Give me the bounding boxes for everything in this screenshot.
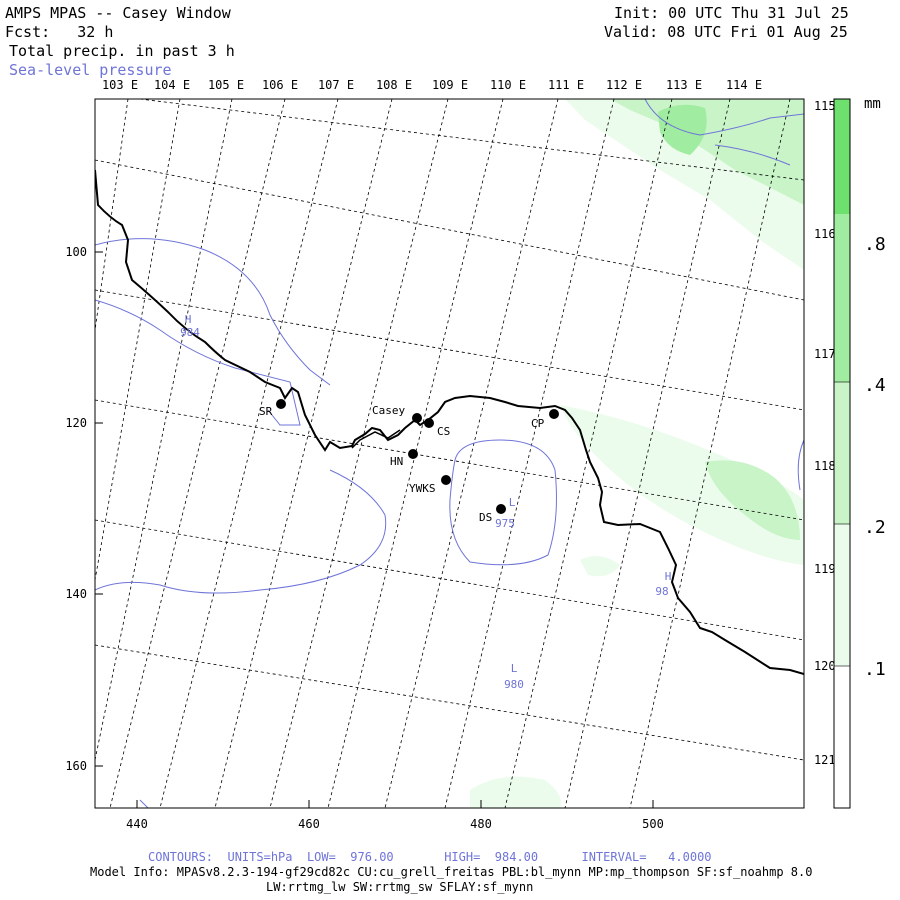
y-axis-ticks [95, 251, 103, 767]
legend-bin-04 [834, 214, 850, 382]
station-marker-cs [424, 418, 434, 428]
lon-label: 104 E [154, 78, 190, 92]
legend-level: .1 [864, 659, 886, 680]
contour-info: CONTOURS: UNITS=hPa LOW= 976.00 HIGH= 98… [148, 850, 712, 864]
init-time: Init: 00 UTC Thu 31 Jul 25 [614, 4, 849, 22]
legend-frame [833, 98, 851, 809]
station-label-ywks: YWKS [409, 482, 436, 495]
station-marker-sr [276, 399, 286, 409]
legend-level: .8 [864, 234, 886, 255]
isobar-east-edge [797, 439, 804, 491]
lon-label: 108 E [376, 78, 412, 92]
station-label-cs: CS [437, 425, 450, 438]
legend-bin-08 [834, 99, 850, 214]
isobar-ne-2 [714, 144, 791, 166]
pressure-letter-low-south: L [511, 662, 518, 675]
legend-bin-02 [834, 382, 850, 524]
lon-label: 107 E [318, 78, 354, 92]
legend-level: .2 [864, 517, 886, 538]
coastline [95, 169, 804, 675]
lon-label: 105 E [208, 78, 244, 92]
field-label: Total precip. in past 3 h [9, 42, 235, 60]
station-marker-ds [496, 504, 506, 514]
x-tick-label: 500 [642, 817, 664, 831]
lon-label: 106 E [262, 78, 298, 92]
stations: SR Casey CS CP HN YWKS DS [259, 399, 559, 524]
lon-label: 110 E [490, 78, 526, 92]
isobar-low-center [449, 439, 557, 566]
x-axis-ticks [136, 800, 654, 808]
station-marker-casey [412, 413, 422, 423]
map-frame [94, 98, 805, 809]
station-marker-hn [408, 449, 418, 459]
precip-area-ne-mid [610, 99, 804, 205]
pressure-value-high-east: 98 [655, 585, 668, 598]
x-tick-label: 460 [298, 817, 320, 831]
forecast-hour: Fcst: 32 h [5, 23, 114, 41]
valid-time: Valid: 08 UTC Fri 01 Aug 25 [604, 23, 848, 41]
x-tick-label: 440 [126, 817, 148, 831]
legend-bin-01 [834, 524, 850, 666]
precip-area-sw [580, 556, 620, 577]
precip-area-east [560, 405, 804, 565]
station-label-casey: Casey [372, 404, 405, 417]
graticule [95, 99, 804, 808]
station-marker-ywks [441, 475, 451, 485]
color-legend [833, 98, 851, 809]
y-tick-label: 160 [65, 759, 87, 773]
coastline-island [351, 429, 401, 449]
lon-label: 111 E [548, 78, 584, 92]
pressure-letter-high-west: H [185, 313, 192, 326]
station-label-ds: DS [479, 511, 492, 524]
model-info-line2: LW:rrtmg_lw SW:rrtmg_sw SFLAY:sf_mynn [266, 880, 534, 894]
precip-area-east-core [705, 460, 800, 540]
lon-label: 112 E [606, 78, 642, 92]
x-tick-label: 480 [470, 817, 492, 831]
legend-bin-00 [834, 666, 850, 808]
pressure-letter-low-center: L [509, 496, 516, 509]
pressure-value-low-center: 975 [495, 517, 515, 530]
plot-title: AMPS MPAS -- Casey Window [5, 4, 231, 22]
lon-label: 103 E [102, 78, 138, 92]
station-marker-cp [549, 409, 559, 419]
y-tick-label: 120 [65, 416, 87, 430]
legend-level: .4 [864, 375, 886, 396]
model-info: Model Info: MPASv8.2.3-194-gf29cd82c CU:… [90, 865, 813, 879]
isobar-west [95, 238, 331, 386]
pressure-value-high-west: 984 [180, 326, 200, 339]
pressure-letter-high-east: H [665, 570, 672, 583]
isobar-west-inner [95, 299, 301, 426]
y-tick-label: 140 [65, 587, 87, 601]
lon-label: 109 E [432, 78, 468, 92]
pressure-value-low-south: 980 [504, 678, 524, 691]
lon-label: 113 E [666, 78, 702, 92]
station-label-hn: HN [390, 455, 403, 468]
isobar-south-edge [139, 799, 149, 808]
lon-label: 114 E [726, 78, 762, 92]
y-tick-label: 100 [65, 245, 87, 259]
precip-area-south [470, 776, 561, 808]
pressure-contours [95, 99, 804, 808]
isobar-southwest [95, 469, 387, 594]
isobar-ne [644, 99, 804, 136]
precip-shading [470, 99, 804, 808]
station-label-sr: SR [259, 405, 273, 418]
station-label-cp: CP [531, 417, 545, 430]
overlay-label: Sea-level pressure [9, 61, 172, 79]
legend-unit: mm [864, 96, 881, 112]
